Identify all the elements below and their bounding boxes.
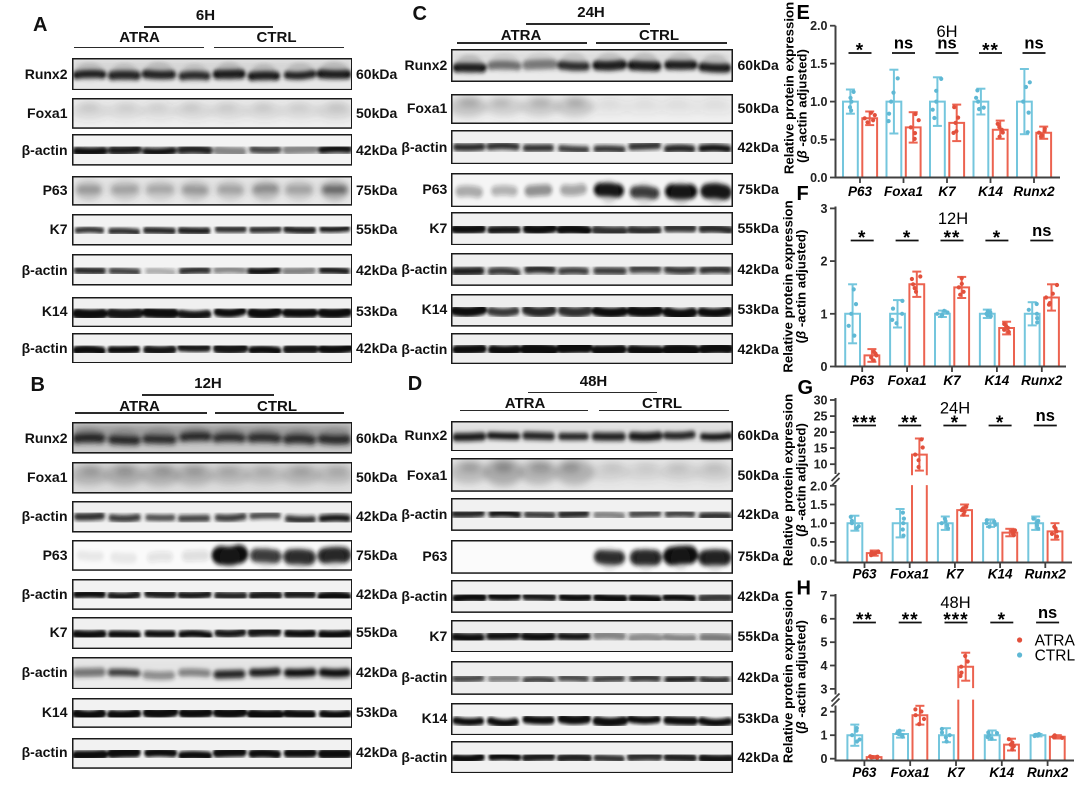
svg-text:**: ** [902, 610, 919, 631]
svg-text:*: * [951, 413, 959, 434]
svg-text:Runx2: Runx2 [1021, 373, 1063, 388]
svg-text:*: * [998, 610, 1006, 631]
svg-text:K7: K7 [938, 184, 957, 199]
svg-text:0.5: 0.5 [810, 535, 827, 549]
svg-text:P63: P63 [850, 373, 875, 388]
svg-text:K14: K14 [989, 765, 1014, 780]
svg-text:(β -actin adjusted): (β -actin adjusted) [794, 230, 809, 344]
svg-text:E: E [797, 2, 810, 24]
svg-text:P63: P63 [852, 567, 877, 582]
svg-text:2: 2 [821, 255, 828, 269]
svg-text:***: *** [943, 610, 968, 631]
svg-text:*: * [903, 228, 911, 249]
svg-text:Foxa1: Foxa1 [891, 765, 930, 780]
svg-text:0: 0 [821, 752, 828, 766]
svg-text:***: *** [852, 413, 877, 434]
svg-text:*: * [858, 228, 866, 249]
svg-text:K7: K7 [947, 765, 966, 780]
svg-text:K14: K14 [978, 184, 1003, 199]
svg-text:Relative protein expression: Relative protein expression [781, 394, 796, 566]
svg-text:H: H [797, 578, 811, 600]
svg-text:P63: P63 [852, 765, 877, 780]
svg-text:0.5: 0.5 [810, 133, 827, 147]
svg-text:0: 0 [821, 360, 828, 374]
svg-text:1.5: 1.5 [810, 57, 827, 71]
svg-text:K7: K7 [946, 567, 965, 582]
svg-text:4: 4 [821, 659, 828, 673]
svg-text:10: 10 [814, 458, 828, 472]
svg-text:Relative protein expression: Relative protein expression [782, 2, 797, 174]
svg-text:ns: ns [1024, 35, 1043, 53]
svg-text:*: * [993, 228, 1001, 249]
svg-text:P63: P63 [848, 184, 873, 199]
svg-text:Runx2: Runx2 [1013, 184, 1055, 199]
svg-text:Relative protein expression: Relative protein expression [781, 200, 796, 372]
svg-text:7: 7 [821, 589, 828, 603]
svg-text:25: 25 [814, 410, 828, 424]
svg-text:F: F [797, 183, 809, 205]
svg-text:Foxa1: Foxa1 [884, 184, 923, 199]
svg-text:2: 2 [821, 705, 828, 719]
svg-text:ns: ns [937, 35, 956, 53]
svg-text:ns: ns [1038, 604, 1057, 622]
svg-text:1.0: 1.0 [810, 95, 827, 109]
svg-text:2.0: 2.0 [810, 479, 827, 493]
svg-text:K14: K14 [985, 373, 1010, 388]
svg-text:3: 3 [821, 202, 828, 216]
svg-text:6: 6 [821, 612, 828, 626]
svg-text:K7: K7 [943, 373, 962, 388]
svg-text:ns: ns [1032, 222, 1051, 240]
svg-text:Runx2: Runx2 [1025, 567, 1067, 582]
svg-text:(β -actin adjusted): (β -actin adjusted) [794, 423, 809, 537]
svg-text:1.5: 1.5 [810, 498, 827, 512]
svg-text:15: 15 [814, 442, 828, 456]
svg-text:2.0: 2.0 [810, 19, 827, 33]
svg-text:Runx2: Runx2 [1027, 765, 1069, 780]
svg-text:(β -actin adjusted): (β -actin adjusted) [794, 620, 809, 734]
svg-text:G: G [798, 377, 814, 399]
svg-text:1.0: 1.0 [810, 517, 827, 531]
svg-text:**: ** [856, 610, 873, 631]
svg-text:ns: ns [1036, 407, 1055, 425]
svg-text:CTRL: CTRL [1035, 648, 1076, 665]
svg-text:48H: 48H [940, 594, 970, 612]
svg-text:6H: 6H [936, 23, 957, 41]
svg-text:**: ** [982, 41, 999, 62]
svg-text:1: 1 [821, 307, 828, 321]
svg-text:K14: K14 [988, 567, 1013, 582]
svg-text:0.0: 0.0 [810, 171, 827, 185]
svg-text:**: ** [901, 413, 918, 434]
svg-text:1: 1 [821, 729, 828, 743]
svg-text:*: * [856, 41, 864, 62]
svg-text:ATRA: ATRA [1035, 633, 1076, 650]
svg-text:Foxa1: Foxa1 [890, 567, 929, 582]
svg-text:12H: 12H [938, 210, 968, 228]
svg-text:ns: ns [894, 35, 913, 53]
svg-text:Relative protein expression: Relative protein expression [781, 591, 796, 763]
svg-text:*: * [996, 413, 1004, 434]
svg-text:Foxa1: Foxa1 [888, 373, 927, 388]
svg-text:**: ** [944, 228, 961, 249]
svg-text:(β -actin adjusted): (β -actin adjusted) [795, 49, 810, 163]
svg-text:30: 30 [814, 394, 828, 408]
svg-text:24H: 24H [940, 400, 970, 418]
svg-text:3: 3 [821, 682, 828, 696]
svg-text:0.0: 0.0 [810, 554, 827, 568]
svg-text:5: 5 [821, 636, 828, 650]
svg-text:20: 20 [814, 426, 828, 440]
